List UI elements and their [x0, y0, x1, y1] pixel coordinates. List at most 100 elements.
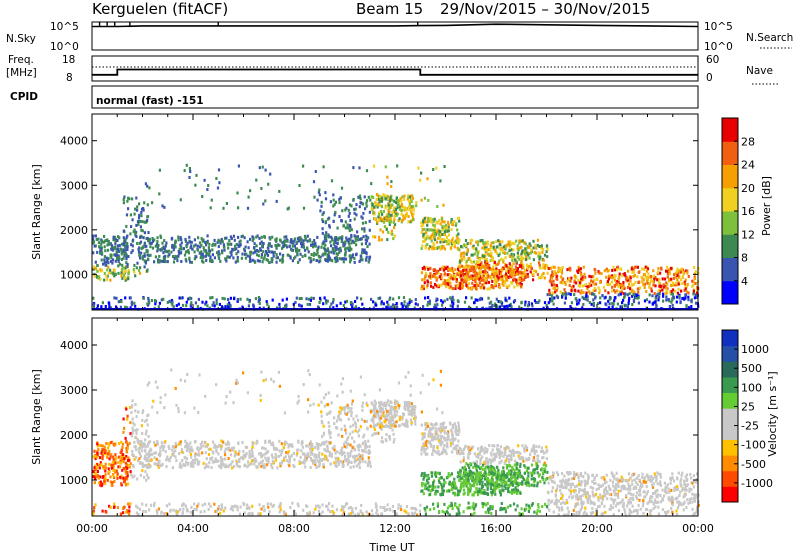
data-cell-1266 [405, 207, 408, 211]
data-cell-1199 [401, 422, 404, 426]
data-cell-533 [365, 251, 368, 254]
data-cell-1311 [420, 448, 423, 452]
data-cell-95 [116, 474, 119, 478]
data-cell-323 [171, 448, 174, 452]
data-cell-861 [151, 239, 154, 243]
data-cell-1790 [434, 282, 437, 286]
data-cell-405 [192, 459, 195, 462]
data-cell-1063 [360, 215, 363, 219]
data-cell-851 [323, 457, 326, 461]
data-cell-166 [95, 464, 98, 468]
data-cell-834 [204, 444, 207, 448]
data-cell-734 [270, 464, 273, 468]
data-cell-173 [105, 274, 108, 278]
data-cell-945 [306, 453, 309, 457]
data-cell-1865 [483, 272, 486, 276]
data-cell-1190 [401, 205, 404, 209]
data-cell-484 [185, 250, 188, 254]
data-cell-185 [110, 244, 114, 248]
data-cell-299 [135, 432, 138, 435]
data-cell-573 [343, 257, 346, 261]
data-cell-2523 [579, 267, 582, 271]
data-cell-680 [164, 254, 167, 258]
data-cell-406 [141, 257, 144, 261]
data-cell-1765 [427, 267, 430, 271]
data-cell-955 [362, 235, 365, 239]
data-cell-1718 [498, 283, 501, 286]
data-cell-3230 [533, 299, 537, 303]
data-cell-2220 [484, 263, 488, 267]
data-cell-933 [274, 456, 277, 460]
ytick-label-1: 2000 [60, 224, 88, 237]
data-cell-2253 [527, 253, 530, 257]
data-cell-3197 [205, 300, 208, 304]
data-cell-1519 [476, 482, 479, 486]
data-cell-1249 [402, 412, 405, 416]
data-cell-1014 [391, 428, 394, 432]
data-cell-76 [106, 260, 109, 264]
data-cell-754 [367, 452, 370, 455]
data-cell-3268 [236, 191, 239, 195]
data-cell-1492 [494, 492, 497, 496]
data-cell-210 [129, 432, 132, 436]
data-cell-1680 [501, 275, 504, 279]
data-cell-1505 [459, 287, 462, 291]
data-cell-3302 [287, 206, 290, 210]
data-cell-1213 [412, 207, 415, 210]
data-cell-1155 [412, 212, 415, 216]
data-cell-1410 [443, 220, 446, 224]
data-cell-1844 [524, 272, 527, 276]
data-cell-175 [121, 266, 124, 270]
data-cell-827 [268, 250, 271, 254]
data-cell-927 [301, 441, 304, 445]
data-cell-681 [341, 446, 344, 450]
data-cell-2538 [573, 280, 576, 284]
data-cell-2645 [696, 285, 699, 289]
data-cell-1397 [442, 426, 446, 430]
data-cell-1036 [322, 424, 325, 428]
freq-unit: [MHz] [6, 67, 37, 79]
data-cell-2735 [649, 274, 653, 278]
data-cell-979 [346, 403, 349, 407]
data-cell-441 [197, 236, 200, 240]
data-cell-2546 [602, 285, 605, 289]
data-cell-1809 [514, 280, 518, 284]
data-cell-1798 [480, 278, 483, 282]
data-cell-2102 [512, 269, 515, 273]
data-cell-3312 [390, 185, 393, 188]
data-cell-2435 [592, 289, 595, 293]
data-cell-281 [131, 197, 134, 201]
data-cell-3146 [391, 303, 395, 307]
data-cell-1140 [410, 402, 413, 406]
data-cell-186 [93, 466, 96, 470]
data-cell-733 [227, 246, 230, 250]
data-cell-1069 [350, 228, 353, 232]
data-cell-2577 [659, 271, 662, 275]
data-cell-209 [135, 415, 138, 419]
data-cell-1983 [542, 263, 545, 267]
data-cell-917 [204, 451, 207, 455]
data-cell-1202 [383, 402, 386, 406]
data-cell-316 [262, 257, 265, 261]
data-cell-1525 [506, 472, 509, 476]
data-cell-2044 [491, 270, 494, 274]
data-cell-615 [331, 446, 334, 450]
data-cell-1175 [372, 420, 375, 424]
data-cell-402 [202, 444, 205, 448]
data-cell-3297 [384, 165, 387, 169]
data-cell-1099 [373, 428, 376, 432]
data-cell-269 [139, 219, 142, 223]
data-cell-2543 [618, 290, 622, 294]
data-cell-227 [126, 417, 129, 421]
data-cell-2192 [532, 246, 535, 250]
data-cell-628 [172, 255, 175, 258]
data-cell-967 [377, 431, 380, 435]
data-cell-621 [229, 448, 232, 452]
data-cell-2672 [630, 283, 634, 287]
data-cell-609 [261, 446, 264, 450]
data-cell-1782 [435, 269, 439, 273]
data-cell-1432 [451, 436, 454, 440]
data-cell-90 [115, 250, 118, 254]
data-cell-662 [220, 462, 223, 466]
data-cell-1636 [520, 271, 523, 275]
